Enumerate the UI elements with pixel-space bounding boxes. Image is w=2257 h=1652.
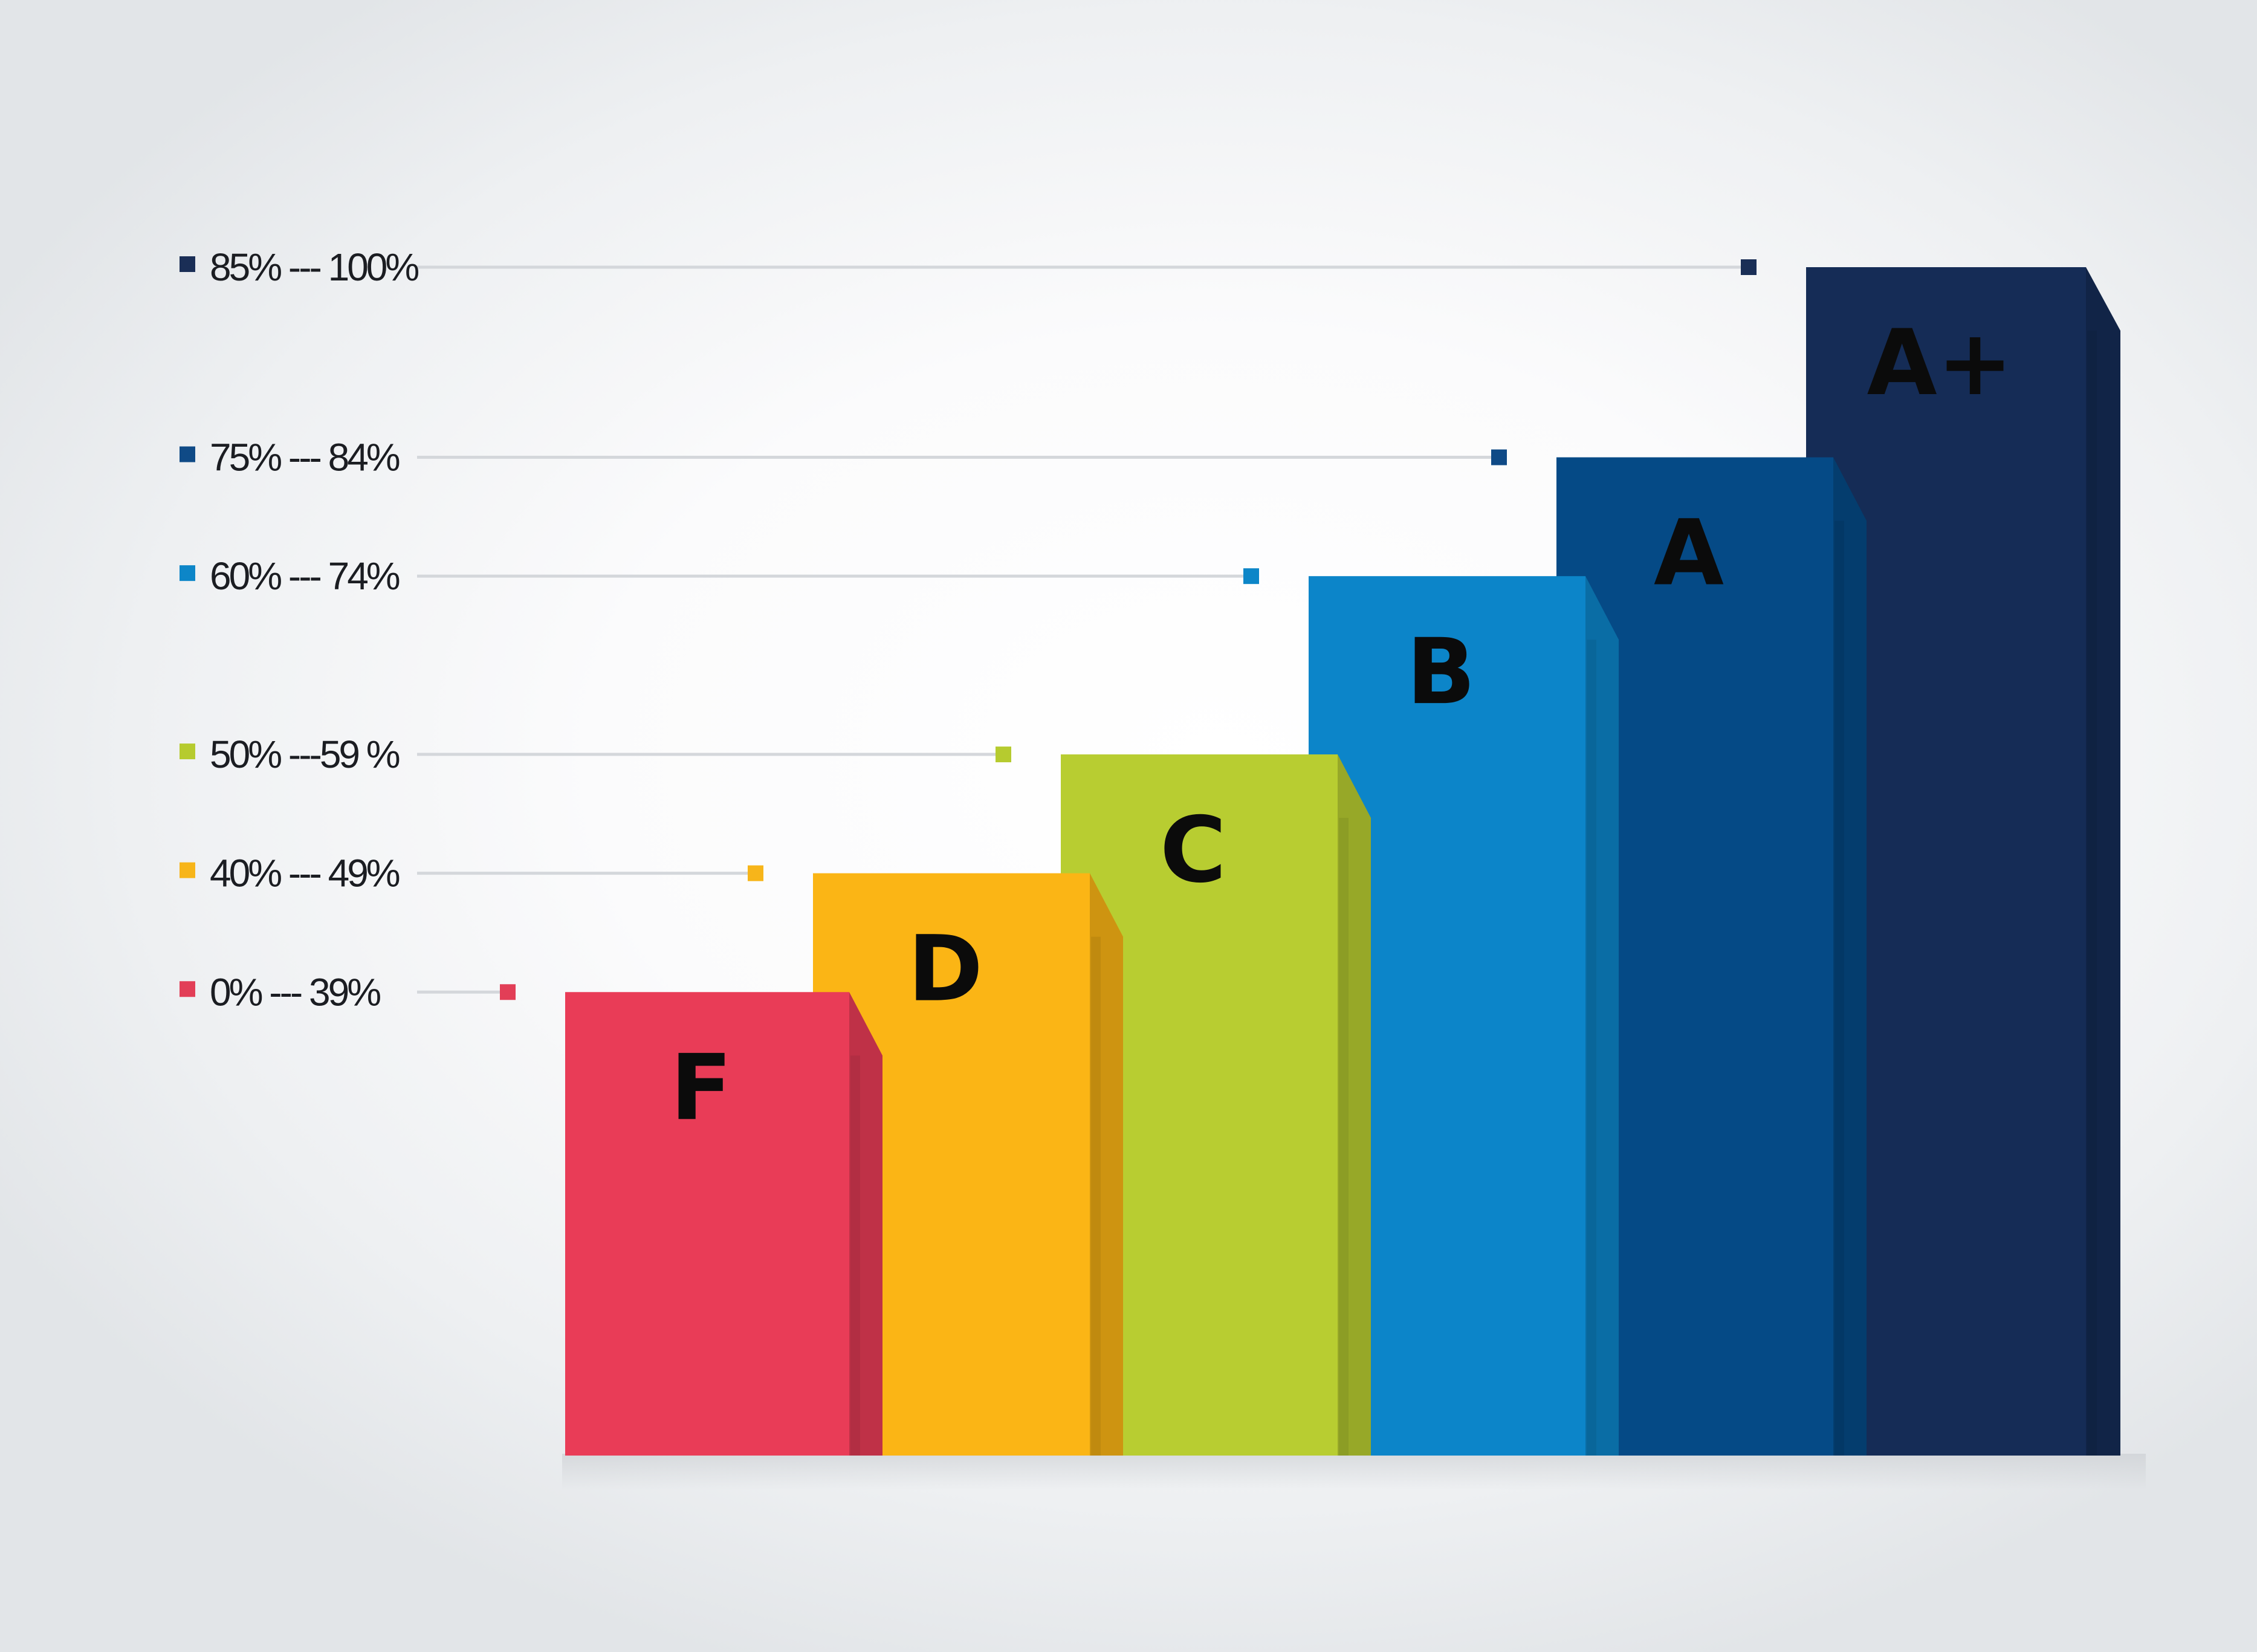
guide-marker-d bbox=[748, 865, 763, 881]
bar-label-a: A bbox=[1654, 501, 1724, 606]
bar-label-a-plus: A+ bbox=[1867, 311, 2013, 416]
legend-item-0: 85% --- 100% bbox=[180, 245, 421, 289]
legend-label: 85% --- 100% bbox=[210, 245, 418, 289]
bar-shadow-a-plus bbox=[2087, 331, 2097, 1456]
legend-swatch bbox=[180, 981, 195, 997]
legend-label: 50% ---59 % bbox=[210, 733, 400, 776]
guide-marker-b bbox=[1243, 568, 1259, 585]
legend-item-5: 0% --- 39% bbox=[180, 970, 383, 1014]
bar-shadow-d bbox=[1091, 936, 1101, 1456]
legend-label: 75% --- 84% bbox=[210, 436, 400, 479]
floor-shadow bbox=[562, 1454, 2146, 1490]
legend-label: 60% --- 74% bbox=[210, 554, 400, 598]
legend-item-3: 50% ---59 % bbox=[180, 733, 402, 776]
bar-label-b: B bbox=[1407, 620, 1475, 725]
guide-marker-f bbox=[500, 984, 516, 1000]
legend-label: 0% --- 39% bbox=[210, 970, 380, 1014]
bar-shadow-a bbox=[1834, 520, 1844, 1456]
legend-swatch bbox=[180, 446, 195, 462]
bar-shadow-f bbox=[850, 1055, 860, 1456]
guide-marker-c bbox=[996, 747, 1011, 763]
legend-swatch bbox=[180, 862, 195, 878]
bar-label-d: D bbox=[908, 917, 983, 1022]
bar-shadow-b bbox=[1587, 640, 1596, 1456]
legend-item-4: 40% --- 49% bbox=[180, 852, 402, 895]
legend-label: 40% --- 49% bbox=[210, 852, 400, 895]
legend-item-1: 75% --- 84% bbox=[180, 436, 402, 479]
legend-swatch bbox=[180, 743, 195, 760]
bar-label-c: C bbox=[1160, 798, 1226, 903]
legend-item-2: 60% --- 74% bbox=[180, 554, 402, 598]
guide-marker-a bbox=[1491, 449, 1507, 465]
bar-label-f: F bbox=[670, 1035, 732, 1141]
bar-shadow-c bbox=[1339, 818, 1349, 1456]
legend-swatch bbox=[180, 565, 195, 581]
guide-marker-a-plus bbox=[1741, 259, 1757, 275]
legend-swatch bbox=[180, 256, 195, 272]
bar-f bbox=[565, 992, 849, 1456]
